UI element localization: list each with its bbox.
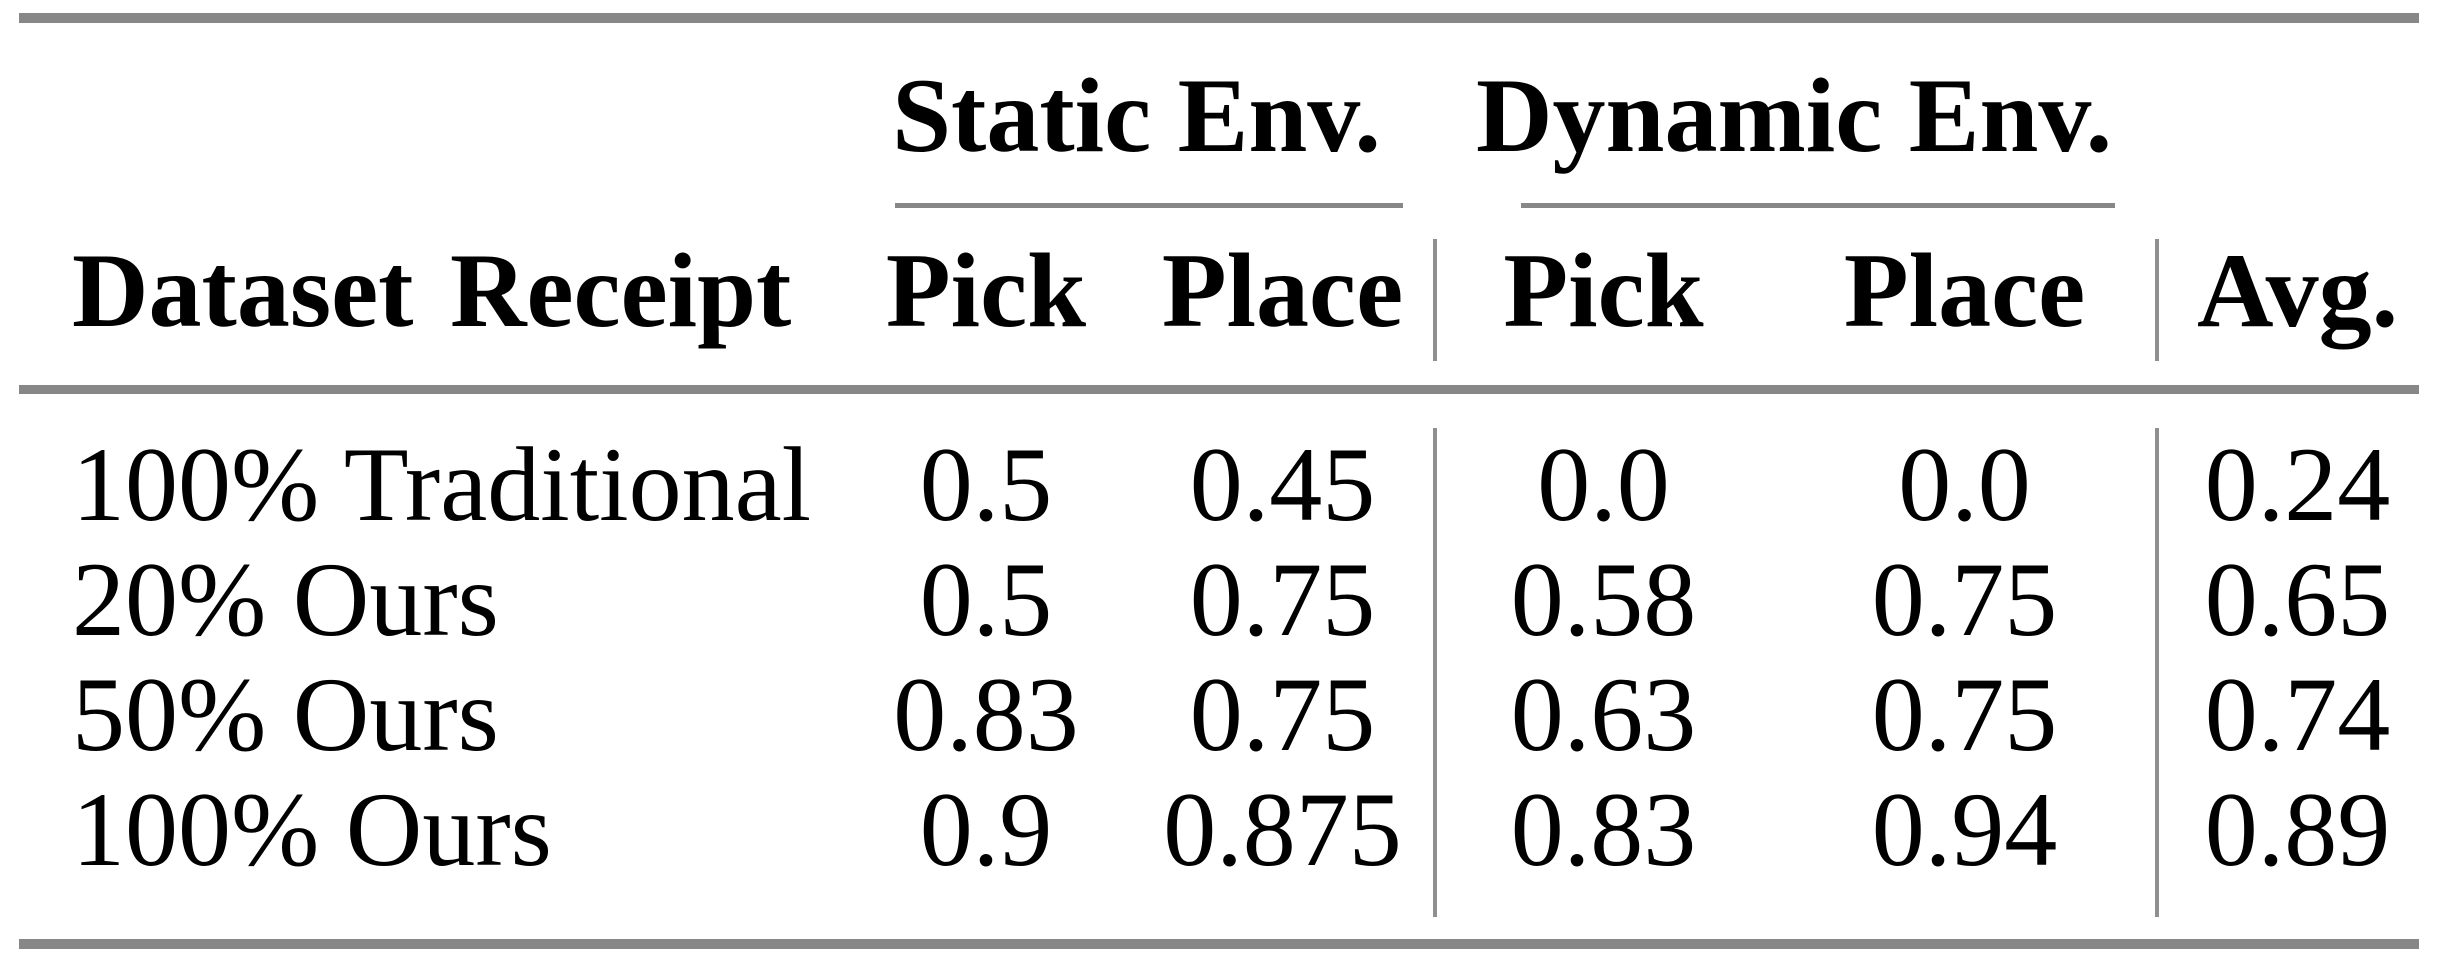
cell-static-place: 0.875 — [1163, 770, 1402, 888]
group-header-dynamic-env-label: Dynamic Env. — [1475, 56, 2113, 174]
row-label: 50% Ours — [72, 655, 499, 773]
row-label: 20% Ours — [72, 540, 499, 658]
cell-static-pick: 0.9 — [919, 770, 1053, 888]
group-header-spacer-left — [0, 23, 840, 208]
cell-static-pick: 0.83 — [893, 655, 1079, 773]
group-header-static-env: Static Env. — [840, 23, 1433, 208]
col-header-static-pick: Pick — [885, 232, 1087, 349]
static-env-underline-rule — [895, 203, 1404, 208]
table-row-100pct-traditional: 100% Traditional 0.5 0.45 0.0 0.0 0.24 — [0, 392, 2440, 542]
cell-dynamic-place: 0.0 — [1898, 425, 2031, 543]
group-header-dynamic-env: Dynamic Env. — [1433, 23, 2155, 208]
cell-dynamic-pick: 0.63 — [1433, 657, 1775, 772]
cell-static-place: 0.45 — [1189, 425, 1376, 543]
cell-dynamic-pick: 0.0 — [1433, 392, 1775, 542]
group-header-spacer-right — [2155, 23, 2440, 208]
cell-static-pick: 0.5 — [919, 540, 1053, 658]
cell-dynamic-pick: 0.83 — [1433, 772, 1775, 939]
table-top-rule — [19, 13, 2419, 23]
col-header-dynamic-place: Place — [1843, 232, 2086, 349]
cell-dynamic-place: 0.75 — [1871, 655, 2058, 773]
column-header-row: Dataset Receipt Pick Place Pick Place Av… — [0, 208, 2440, 392]
cell-avg: 0.74 — [2155, 657, 2440, 772]
table-bottom-rule — [19, 939, 2419, 949]
table-row-20pct-ours: 20% Ours 0.5 0.75 0.58 0.75 0.65 — [0, 542, 2440, 657]
table-row-100pct-ours: 100% Ours 0.9 0.875 0.83 0.94 0.89 — [0, 772, 2440, 939]
table-row-50pct-ours: 50% Ours 0.83 0.75 0.63 0.75 0.74 — [0, 657, 2440, 772]
row-label: 100% Traditional — [72, 425, 812, 543]
col-header-dynamic-pick: Pick — [1433, 208, 1775, 392]
group-header-row: Static Env. Dynamic Env. — [0, 23, 2440, 208]
cell-dynamic-pick: 0.58 — [1433, 542, 1775, 657]
cell-dynamic-place: 0.75 — [1871, 540, 2058, 658]
col-header-avg: Avg. — [2155, 208, 2440, 392]
cell-static-place: 0.75 — [1189, 540, 1376, 658]
results-table: Static Env. Dynamic Env. Dataset Receipt… — [0, 23, 2440, 939]
col-header-static-place: Place — [1161, 232, 1404, 349]
cell-dynamic-place: 0.94 — [1871, 770, 2058, 888]
row-label: 100% Ours — [72, 770, 552, 888]
table-mid-rule — [19, 385, 2419, 394]
group-header-static-env-label: Static Env. — [892, 56, 1381, 174]
dynamic-env-underline-rule — [1521, 203, 2116, 208]
cell-avg: 0.65 — [2155, 542, 2440, 657]
cell-avg: 0.89 — [2155, 772, 2440, 939]
cell-avg: 0.24 — [2155, 392, 2440, 542]
cell-static-pick: 0.5 — [919, 425, 1053, 543]
cell-static-place: 0.75 — [1189, 655, 1376, 773]
col-header-dataset-receipt: Dataset Receipt — [72, 232, 792, 349]
